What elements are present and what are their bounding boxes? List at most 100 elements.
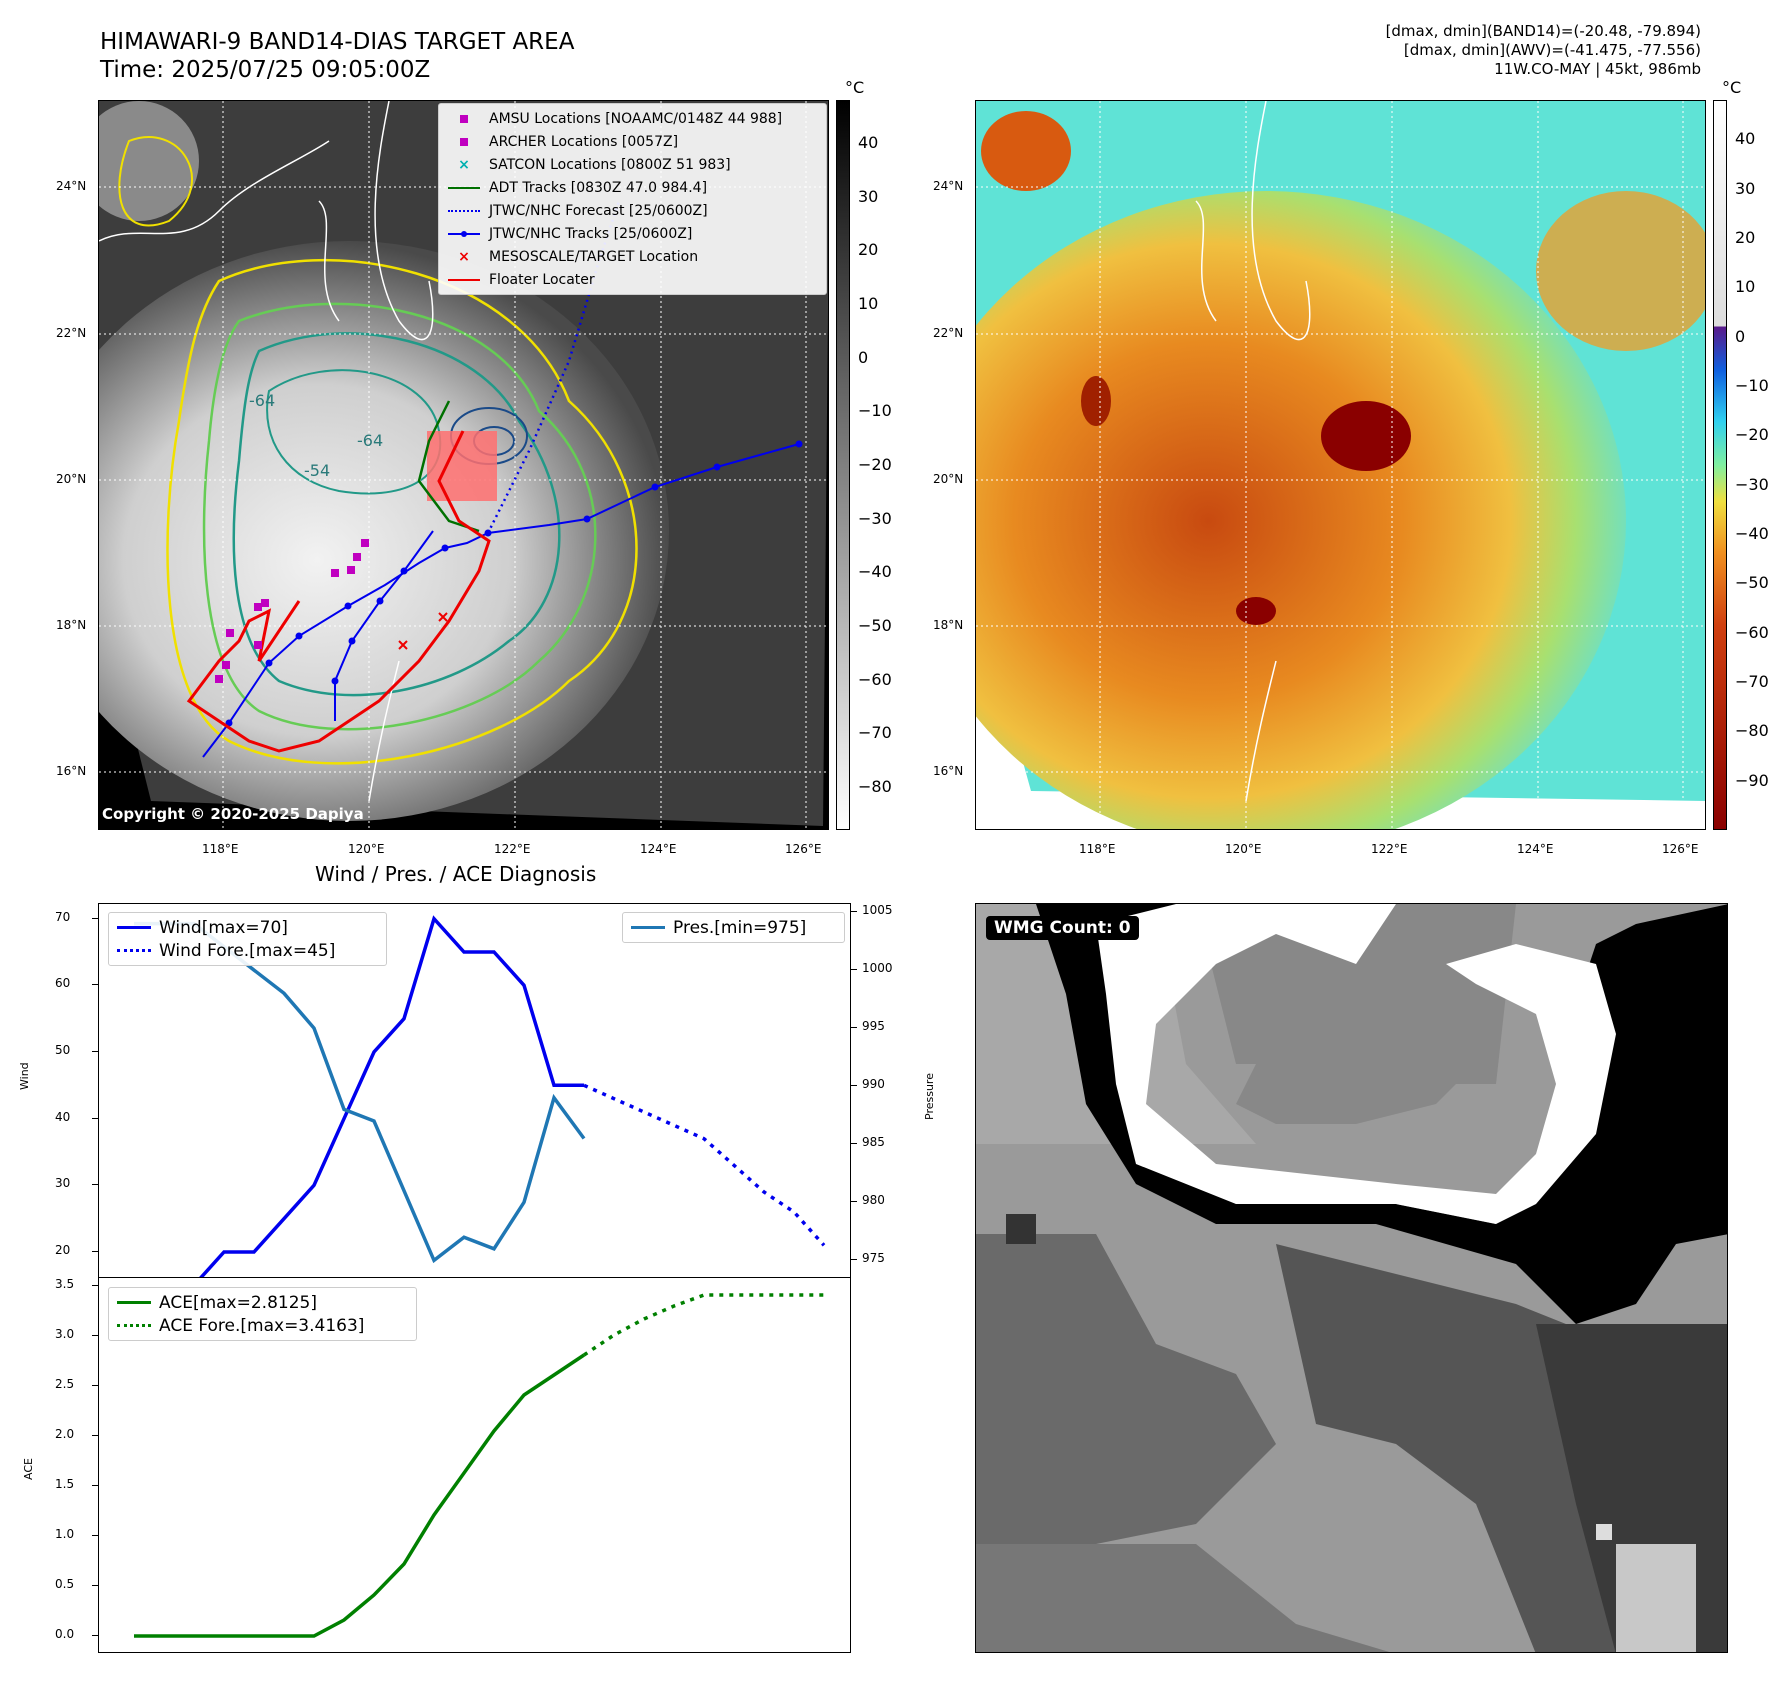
series-line-0 bbox=[198, 915, 584, 1278]
colorbar-unit: °C bbox=[1722, 78, 1742, 97]
colorbar-tick-label: −50 bbox=[1735, 573, 1769, 593]
legend-item-ace: ACE[max=2.8125] bbox=[115, 1291, 410, 1314]
time-label: Time: 2025/07/25 09:05:00Z bbox=[100, 57, 431, 83]
ace-tick-label: 2.5 bbox=[55, 1377, 75, 1391]
tick-mark bbox=[92, 1585, 98, 1586]
legend-item-pressure: Pres.[min=975] bbox=[629, 916, 838, 939]
tick-mark bbox=[851, 1085, 857, 1087]
line-marker-icon bbox=[631, 926, 665, 929]
wind-tick-label: 70 bbox=[55, 909, 71, 924]
colorbar-right bbox=[1713, 100, 1727, 830]
line-marker-icon bbox=[448, 186, 480, 189]
tick-mark bbox=[92, 984, 98, 986]
tick-mark bbox=[92, 1635, 98, 1636]
colorbar-tick-label: −20 bbox=[858, 455, 892, 474]
pressure-tick-label: 995 bbox=[862, 1019, 885, 1034]
colorbar-tick-label: −20 bbox=[1735, 425, 1769, 445]
lat-label: 20°N bbox=[933, 472, 964, 486]
wind-axis-label: Wind bbox=[18, 1062, 31, 1090]
tick-mark bbox=[92, 1435, 98, 1436]
legend-item-ace-fore: ACE Fore.[max=3.4163] bbox=[115, 1314, 410, 1337]
colorbar-tick-label: 40 bbox=[1735, 129, 1756, 149]
colorbar-tick-label: 40 bbox=[858, 132, 879, 152]
colorbar-tick-label: −80 bbox=[858, 777, 892, 797]
colorbar-tick-label: −70 bbox=[1735, 672, 1769, 692]
tick-mark bbox=[851, 1201, 857, 1203]
awv-map-panel bbox=[975, 100, 1706, 830]
wind-tick-label: 60 bbox=[55, 976, 71, 991]
legend-item-satcon: × SATCON Locations [0800Z 51 983] bbox=[445, 153, 820, 176]
info-storm: 11W.CO-MAY | 45kt, 986mb bbox=[1494, 60, 1701, 78]
tick-mark bbox=[92, 1535, 98, 1536]
colorbar-tick-label: −30 bbox=[858, 508, 892, 528]
line-marker-icon bbox=[117, 1301, 151, 1304]
legend-item-tracks: JTWC/NHC Tracks [25/0600Z] bbox=[445, 222, 820, 245]
lon-label: 126°E bbox=[785, 842, 822, 856]
tick-mark bbox=[851, 911, 857, 912]
colorbar-tick-label: −40 bbox=[1735, 524, 1769, 544]
lon-label: 120°E bbox=[348, 842, 385, 856]
colorbar-tick-label: −10 bbox=[858, 401, 892, 421]
lon-label: 122°E bbox=[494, 842, 531, 856]
lon-label: 118°E bbox=[1079, 842, 1116, 856]
legend-item-amsu: AMSU Locations [NOAAMC/0148Z 44 988] bbox=[445, 107, 820, 130]
map-legend: AMSU Locations [NOAAMC/0148Z 44 988] ARC… bbox=[438, 103, 827, 295]
wmg-image bbox=[976, 904, 1727, 1652]
svg-text:-54: -54 bbox=[304, 461, 330, 480]
lat-label: 24°N bbox=[56, 179, 87, 193]
ace-tick-label: 0.0 bbox=[55, 1627, 75, 1641]
lon-label: 122°E bbox=[1371, 842, 1408, 856]
tick-mark bbox=[92, 1184, 98, 1186]
lat-label: 24°N bbox=[933, 179, 964, 193]
ace-legend: ACE[max=2.8125] ACE Fore.[max=3.4163] bbox=[108, 1287, 417, 1341]
x-marker-icon: × bbox=[458, 248, 470, 265]
x-marker-icon: × bbox=[458, 156, 470, 173]
colorbar-tick-label: 20 bbox=[1735, 228, 1756, 248]
tick-mark bbox=[92, 1251, 98, 1252]
line-marker-icon bbox=[448, 278, 480, 281]
pressure-tick-label: 980 bbox=[862, 1193, 885, 1208]
pressure-tick-label: 985 bbox=[862, 1135, 885, 1150]
ace-tick-label: 1.0 bbox=[55, 1527, 75, 1541]
tick-mark bbox=[92, 917, 98, 919]
legend-item-archer: ARCHER Locations [0057Z] bbox=[445, 130, 820, 153]
ace-tick-label: 0.5 bbox=[55, 1577, 75, 1591]
colorbar-tick-label: 10 bbox=[858, 293, 879, 313]
colorbar-tick-label: 30 bbox=[1735, 178, 1756, 198]
colorbar-left bbox=[836, 100, 850, 830]
svg-text:-64: -64 bbox=[357, 431, 383, 450]
wind-legend: Wind[max=70] Wind Fore.[max=45] bbox=[108, 912, 387, 966]
pressure-legend: Pres.[min=975] bbox=[622, 912, 845, 943]
lat-label: 16°N bbox=[56, 764, 87, 778]
square-marker-icon bbox=[460, 137, 468, 146]
colorbar-tick-label: 0 bbox=[858, 347, 869, 367]
colorbar-unit: °C bbox=[845, 78, 865, 97]
pressure-axis-label: Pressure bbox=[923, 1073, 936, 1120]
pressure-tick-label: 990 bbox=[862, 1077, 885, 1092]
colorbar-tick-label: −60 bbox=[1735, 622, 1769, 642]
lon-label: 118°E bbox=[202, 842, 239, 856]
colorbar-tick-label: −10 bbox=[1735, 376, 1769, 396]
wind-tick-label: 20 bbox=[55, 1243, 71, 1257]
legend-item-adt: ADT Tracks [0830Z 47.0 984.4] bbox=[445, 176, 820, 199]
tick-mark bbox=[851, 1143, 857, 1145]
pressure-tick-label: 1000 bbox=[862, 961, 893, 976]
tick-mark bbox=[851, 1259, 857, 1261]
tick-mark bbox=[851, 1027, 857, 1029]
lon-label: 120°E bbox=[1225, 842, 1262, 856]
ace-plot bbox=[133, 1293, 825, 1638]
pressure-tick-label: 1005 bbox=[862, 903, 893, 917]
series-line-0 bbox=[134, 1353, 585, 1638]
ace-tick-label: 3.0 bbox=[55, 1327, 75, 1341]
wind-tick-label: 40 bbox=[55, 1109, 71, 1124]
lat-label: 18°N bbox=[56, 618, 87, 632]
colorbar-tick-label: −50 bbox=[858, 616, 892, 636]
line-marker-icon bbox=[117, 926, 151, 929]
colorbar-tick-label: 10 bbox=[1735, 277, 1756, 297]
series-line-2 bbox=[134, 921, 586, 1264]
wind-tick-label: 30 bbox=[55, 1176, 71, 1191]
legend-item-wind-fore: Wind Fore.[max=45] bbox=[115, 939, 380, 962]
diagnosis-title: Wind / Pres. / ACE Diagnosis bbox=[315, 862, 597, 886]
dotted-line-icon bbox=[117, 1324, 151, 1327]
lon-label: 126°E bbox=[1662, 842, 1699, 856]
